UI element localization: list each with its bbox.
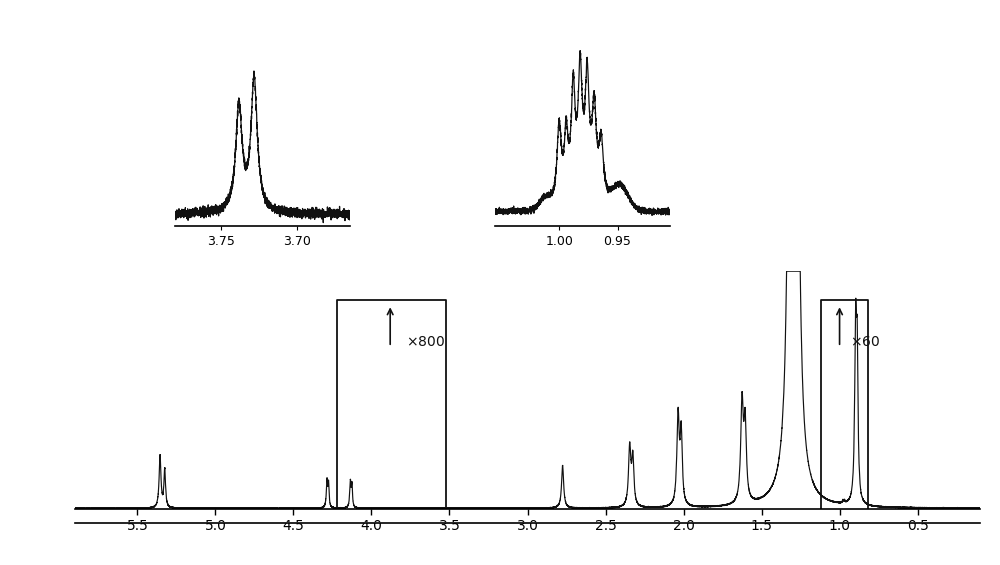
- Text: $\times$800: $\times$800: [406, 336, 445, 349]
- Text: $\times$60: $\times$60: [850, 336, 881, 349]
